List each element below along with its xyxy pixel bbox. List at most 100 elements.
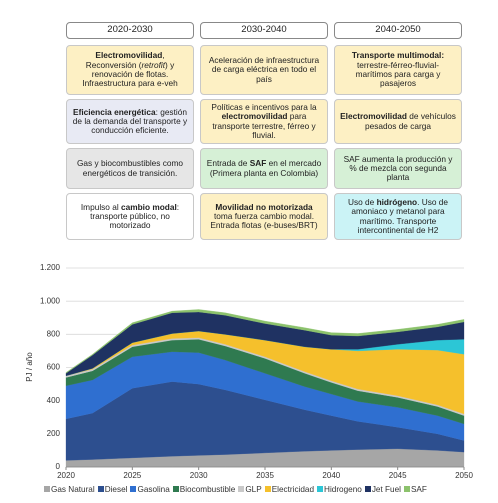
text-run: Uso de (347, 196, 377, 207)
legend: Gas Natural Diesel Gasolina Biocombustible G… (44, 485, 484, 494)
roadmap-cell: Entrada de SAF en el mercado (Primera pl… (200, 148, 328, 189)
y-tick-label: 400 (47, 396, 61, 405)
y-axis-label: PJ / año (25, 352, 34, 382)
legend-item: Gasolina (130, 485, 170, 494)
legend-item: GLP (238, 485, 262, 494)
legend-swatch (44, 486, 50, 492)
y-tick-label: 200 (47, 429, 61, 438)
roadmap-cell: Electromovilidad, Reconversión (retrofit… (66, 45, 194, 95)
text-run: de vehículos pesados de carga (365, 111, 456, 131)
legend-swatch (264, 486, 271, 492)
x-tick-label: 2025 (123, 471, 141, 480)
legend-swatch (172, 486, 179, 492)
cell-text: Movilidad no motorizada toma fuerza camb… (205, 201, 323, 231)
cell-text: SAF aumenta la producción y % de mezcla … (339, 153, 457, 183)
cell-text: Transporte multimodal: terrestre-férreo-… (339, 51, 457, 88)
legend-item: Jet Fuel (364, 485, 401, 494)
text-run: Políticas e incentivos para la (211, 101, 317, 112)
legend-label: Electricidad (271, 485, 315, 494)
legend-swatch (238, 486, 245, 492)
legend-item: Gas Natural (44, 485, 95, 494)
y-tick-label: 0 (56, 462, 61, 471)
text-run: Aceleración de infraestructura de carga … (208, 55, 320, 84)
roadmap-cell: Eficiencia energética: gestión de la dem… (66, 99, 194, 144)
column-header: 2040-2050 (334, 22, 462, 39)
cell-text: Políticas e incentivos para la electromo… (205, 101, 323, 140)
column-header: 2020-2030 (66, 22, 194, 39)
x-tick-label: 2035 (256, 471, 274, 480)
y-tick-label: 1.000 (40, 296, 61, 305)
text-run: toma fuerza cambio modal. Entrada flotas… (210, 210, 318, 231)
legend-label: Diesel (104, 485, 128, 494)
text-run: hidrógeno (376, 196, 418, 207)
legend-label: GLP (245, 485, 262, 494)
text-run: para transporte terrestre, férreo y fluv… (212, 111, 316, 140)
chart: PJ / año 0 200 400 600 800 1.000 1.200 2020 2025… (25, 263, 473, 480)
text-run: Movilidad no motorizada (215, 201, 313, 212)
text-run: , Reconversión ( (85, 50, 165, 70)
legend-swatch (97, 486, 104, 492)
legend-item: Hidrogeno (317, 485, 362, 494)
legend-swatch (317, 486, 324, 492)
legend-item: SAF (403, 485, 427, 494)
cell-text: Impulso al cambio modal: transporte públ… (71, 201, 189, 231)
legend-label: Gasolina (137, 485, 170, 494)
text-run: retrofit (141, 59, 166, 70)
legend-swatch (364, 486, 371, 492)
column-header: 2030-2040 (200, 22, 328, 39)
text-run: SAF aumenta la producción y % de mezcla … (343, 153, 453, 183)
text-run: Electromovilidad (340, 111, 407, 122)
x-tick-label: 2040 (322, 471, 340, 480)
legend-label: Biocombustible (179, 485, 236, 494)
legend-label: Gas Natural (51, 485, 95, 494)
legend-label: Hidrogeno (324, 485, 362, 494)
roadmap-cell: Gas y biocombustibles como energéticos d… (66, 148, 194, 189)
cell-text: Uso de hidrógeno. Uso de amoniaco y meta… (339, 196, 457, 235)
text-run: Gas y biocombustibles como energéticos d… (76, 158, 184, 178)
legend-label: SAF (410, 485, 427, 494)
text-run: Impulso al (80, 201, 121, 212)
cell-text: Eficiencia energética: gestión de la dem… (71, 106, 189, 136)
legend-label: Jet Fuel (371, 485, 401, 494)
legend-item: Biocombustible (172, 485, 236, 494)
text-run: Entrada de (206, 158, 250, 169)
y-tick-label: 1.200 (40, 263, 61, 272)
y-tick-label: 600 (47, 363, 61, 372)
legend-item: Diesel (97, 485, 128, 494)
x-tick-label: 2050 (455, 471, 473, 480)
roadmap-cell: Impulso al cambio modal: transporte públ… (66, 193, 194, 240)
cell-text: Aceleración de infraestructura de carga … (205, 56, 323, 84)
roadmap-cell: SAF aumenta la producción y % de mezcla … (334, 148, 462, 189)
text-run: terrestre-férreo-fluvial-marítimos para … (355, 59, 441, 89)
text-run: en el mercado (Primera planta en Colombi… (209, 158, 322, 178)
x-tick-label: 2030 (190, 471, 208, 480)
text-run: SAF (249, 158, 267, 169)
cell-text: Electromovilidad, Reconversión (retrofit… (71, 51, 189, 88)
text-run: : gestión de la demanda del transporte y… (72, 106, 188, 136)
roadmap-cell: Transporte multimodal: terrestre-férreo-… (334, 45, 462, 95)
text-run: electromovilidad (221, 111, 288, 122)
text-run: cambio modal (121, 201, 177, 212)
roadmap-cell: Políticas e incentivos para la electromo… (200, 99, 328, 144)
roadmap-cell: Aceleración de infraestructura de carga … (200, 45, 328, 95)
x-tick-label: 2045 (389, 471, 407, 480)
legend-swatch (130, 486, 137, 492)
roadmap-cell: Movilidad no motorizada toma fuerza camb… (200, 193, 328, 240)
cell-text: Gas y biocombustibles como energéticos d… (71, 159, 189, 178)
area (65, 309, 465, 374)
text-run: Transporte multimodal: (351, 50, 445, 61)
text-run: Eficiencia energética (73, 106, 156, 117)
roadmap-cell: Uso de hidrógeno. Uso de amoniaco y meta… (334, 193, 462, 240)
text-run: : transporte público, no motorizado (90, 201, 180, 231)
legend-item: Electricidad (264, 485, 315, 494)
text-run: . Uso de amoniaco y metanol para marítim… (351, 196, 449, 235)
text-run: ) y renovación de flotas. Infraestructur… (82, 59, 178, 89)
cell-text: Electromovilidad de vehículos pesados de… (339, 112, 457, 131)
roadmap-cell: Electromovilidad de vehículos pesados de… (334, 99, 462, 144)
text-run: Electromovilidad (95, 50, 163, 61)
x-tick-label: 2020 (57, 471, 75, 480)
cell-text: Entrada de SAF en el mercado (Primera pl… (205, 159, 323, 178)
y-tick-label: 800 (47, 329, 61, 338)
legend-swatch (403, 486, 410, 492)
